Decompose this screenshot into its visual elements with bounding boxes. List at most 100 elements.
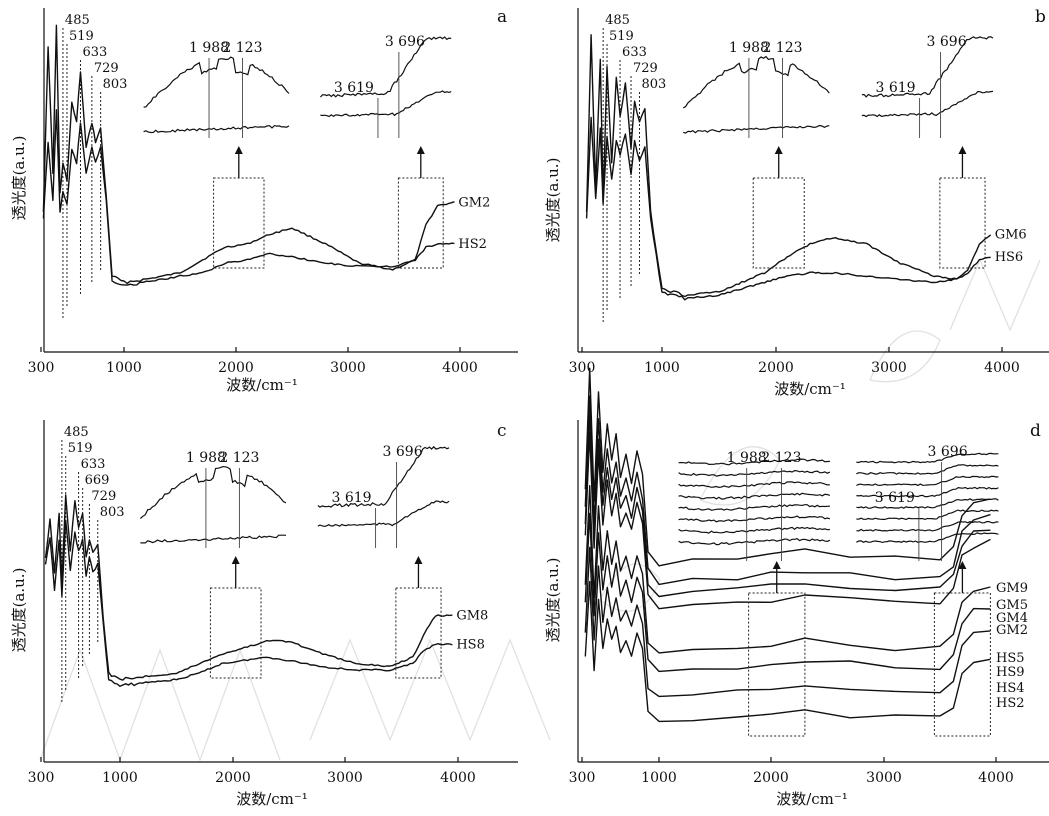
x-tick-labels: 300 1000 2000 3000 4000 [28, 347, 478, 376]
legend-label-gm2: GM2 [996, 623, 1028, 638]
inset-mark-label: 3 619 [875, 80, 915, 96]
x-axis-label: 波数/cm⁻¹ [236, 790, 308, 808]
inset-curve [856, 498, 999, 509]
inset-curve [678, 458, 830, 466]
y-axis-label: 透光度(a.u.) [10, 568, 28, 653]
inset-curve [678, 538, 831, 546]
peak-label-485: 485 [65, 13, 90, 28]
inset-mark-label: 2 123 [219, 450, 259, 466]
inset-curve [319, 36, 452, 98]
x-axis-label: 波数/cm⁻¹ [774, 380, 846, 398]
series-line-gm8 [44, 494, 453, 681]
x-tick-label: 4000 [442, 360, 478, 376]
peak-label-519: 519 [68, 441, 93, 456]
series-line-gm9 [584, 367, 991, 567]
inset-mark-label: 3 696 [928, 444, 968, 460]
series-line-hs6 [585, 116, 991, 301]
inset-mark-label: 3 619 [334, 80, 374, 96]
inset-zoom-box [752, 177, 805, 269]
zoom-arrowhead [772, 561, 781, 569]
x-tick-label: 3000 [330, 360, 366, 376]
x-tick-label: 4000 [440, 770, 476, 786]
x-tick-label: 300 [569, 770, 596, 786]
series-line-hs5 [584, 485, 991, 654]
peak-label-729: 729 [94, 61, 119, 76]
x-tick-label: 1000 [644, 360, 680, 376]
inset-mark-label: 2 123 [222, 40, 262, 56]
series-line-hs8 [44, 519, 453, 687]
x-tick-label: 300 [28, 360, 55, 376]
zoom-arrowhead [416, 146, 425, 154]
x-tick-label: 300 [28, 770, 55, 786]
series-line-hs2 [42, 109, 455, 286]
x-axis-label: 波数/cm⁻¹ [776, 790, 848, 808]
zoom-arrowhead [958, 146, 967, 154]
inset-curve [317, 500, 450, 528]
inset-zoom-box [395, 587, 442, 679]
zoom-arrowhead [774, 146, 783, 154]
x-tick-label: 1000 [102, 770, 138, 786]
legend-label-hs6: HS6 [995, 250, 1024, 265]
series-line-gm5 [584, 395, 991, 586]
inset-mark-label: 1 988 [729, 40, 769, 56]
inset-curve [856, 509, 999, 521]
inset-mark-label: 2 123 [762, 40, 802, 56]
x-tick-label: 2000 [215, 770, 251, 786]
inset-zoom-box [209, 587, 262, 679]
series-line-gm4 [584, 410, 991, 598]
legend-label-hs2: HS2 [996, 696, 1025, 711]
zoom-arrowhead [231, 556, 240, 564]
inset-curve [678, 504, 830, 511]
peak-label-669: 669 [85, 473, 110, 488]
series-lines [42, 24, 455, 286]
inset-mark-label: 1 988 [189, 40, 229, 56]
inset-mark-label: 1 988 [186, 450, 226, 466]
series-line-hs2 [584, 581, 991, 723]
x-tick-label: 2000 [218, 360, 254, 376]
panel-letter: c [497, 421, 507, 441]
zoom-arrowhead [414, 556, 423, 564]
inset-curve [856, 532, 999, 544]
series-line-gm2 [584, 431, 991, 610]
x-tick-label: 3000 [866, 770, 902, 786]
inset-mark-label: 1 988 [727, 450, 767, 466]
x-tick-labels: 300 1000 2000 3000 4000 [569, 347, 1020, 376]
legend-label-gm2: GM2 [458, 195, 490, 210]
panel-c: c 透光度(a.u.) 波数/cm⁻¹ 300 1000 2000 3000 4000 … [10, 420, 518, 808]
legend-label-hs4: HS4 [996, 681, 1025, 696]
x-tick-label: 2000 [758, 360, 794, 376]
x-tick-labels: 300 1000 2000 3000 4000 [28, 757, 476, 786]
peak-label-485: 485 [605, 13, 630, 28]
y-axis-label: 透光度(a.u.) [544, 558, 562, 643]
x-axis-label: 波数/cm⁻¹ [226, 376, 298, 394]
inset-mark-label: 3 696 [383, 444, 423, 460]
legend-label-hs8: HS8 [456, 637, 485, 652]
inset-curve [139, 465, 287, 519]
inset-curve [683, 124, 830, 134]
series-lines [585, 34, 992, 301]
inset-zoom-box [939, 177, 986, 269]
inset-zoom-box [213, 177, 265, 269]
legend: GM8 HS8 [456, 609, 488, 653]
peak-label-633: 633 [622, 45, 647, 60]
inset-curve [856, 475, 999, 487]
y-axis-label: 透光度(a.u.) [544, 158, 562, 243]
legend-label-hs5: HS5 [996, 651, 1025, 666]
legend-label-hs2: HS2 [458, 237, 487, 252]
peak-label-519: 519 [69, 29, 94, 44]
inset-curve [861, 90, 994, 118]
x-tick-label: 4000 [984, 360, 1020, 376]
inset-curve [678, 481, 830, 489]
legend-label-gm5: GM5 [996, 598, 1028, 613]
panel-letter: d [1030, 421, 1041, 441]
inset-curve [856, 486, 999, 498]
series-lines [44, 494, 453, 687]
